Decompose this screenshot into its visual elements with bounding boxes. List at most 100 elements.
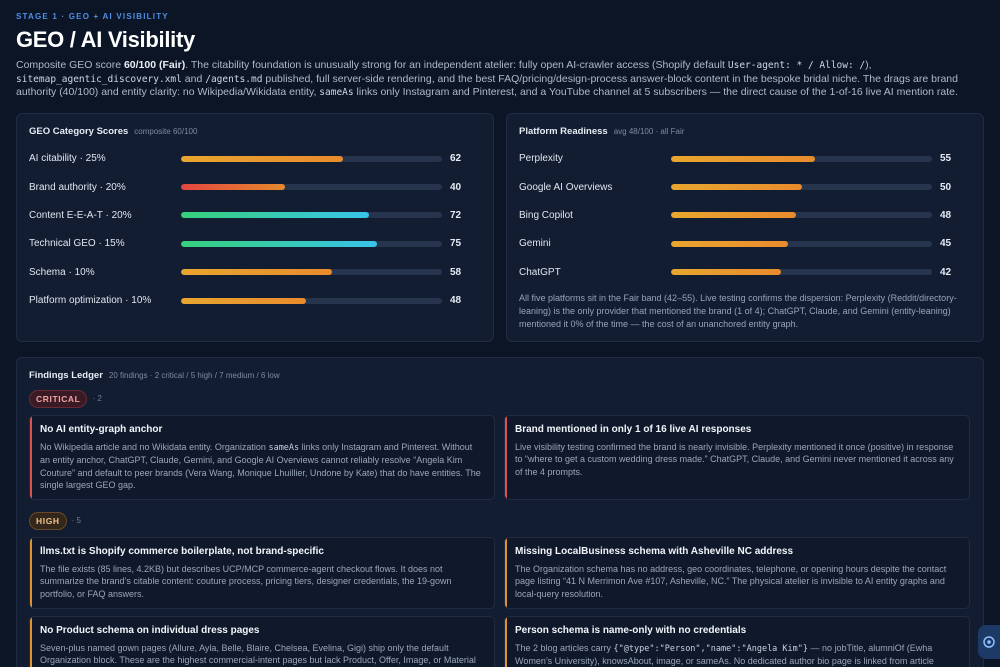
severity-badge-critical[interactable]: CRITICAL: [29, 389, 88, 408]
platform-bar-row: Bing Copilot 48: [519, 201, 971, 229]
score-bar-row: AI citability · 25% 62: [29, 145, 481, 173]
platform-readiness-card: Platform Readiness avg 48/100 · all Fair…: [506, 112, 984, 342]
score-bar-label: Technical GEO · 15%: [29, 238, 125, 250]
finding-card[interactable]: Missing LocalBusiness schema with Ashevi…: [504, 536, 970, 609]
finding-card[interactable]: llms.txt is Shopify commerce boilerplate…: [29, 536, 495, 609]
assistant-icon: [983, 636, 995, 648]
score-bar-fill: [181, 297, 307, 304]
platform-bar-label: Google AI Overviews: [519, 181, 613, 193]
code-sitemap: sitemap_agentic_discovery.xml: [16, 73, 182, 85]
findings-ledger-card: Findings Ledger 20 findings · 2 critical…: [16, 356, 984, 667]
platform-bar-list: Perplexity 55 Google AI Overviews 50 Bing Co…: [519, 145, 971, 287]
score-bar-row: Schema · 10% 58: [29, 258, 481, 286]
score-bar-row: Content E-E-A-T · 20% 72: [29, 201, 481, 229]
score-bar-value: 75: [450, 238, 462, 250]
platform-bar-value: 42: [940, 266, 952, 278]
card-title: Findings Ledger: [29, 369, 103, 381]
score-bar-track: [181, 212, 442, 219]
platform-bar-label: Perplexity: [519, 153, 563, 165]
score-bar-row: Brand authority · 20% 40: [29, 173, 481, 201]
score-bar-value: 72: [450, 209, 462, 221]
card-title: GEO Category Scores: [29, 125, 129, 137]
severity-group-high: HIGH · 5: [29, 511, 971, 530]
composite-score: 60/100 (Fair): [123, 59, 186, 71]
card-title: Platform Readiness: [519, 125, 608, 137]
finding-card[interactable]: No AI entity-graph anchor No Wikipedia a…: [29, 414, 495, 500]
score-bar-track: [181, 269, 442, 276]
score-bar-fill: [181, 269, 333, 276]
score-bar-track: [181, 240, 442, 247]
platform-bar-row: Google AI Overviews 50: [519, 173, 971, 201]
score-bar-list: AI citability · 25% 62 Brand authority · 2…: [29, 145, 481, 315]
severity-count: · 2: [92, 394, 102, 403]
code-agents-md: /agents.md: [205, 73, 263, 85]
platform-bar-track: [671, 184, 932, 191]
platform-bar-row: Perplexity 55: [519, 145, 971, 173]
score-bar-fill: [181, 212, 369, 219]
platform-bar-fill: [671, 269, 781, 276]
score-bar-label: Platform optimization · 10%: [29, 295, 152, 307]
platform-bar-fill: [671, 240, 789, 247]
intro-text: . The citability foundation is unusually…: [185, 59, 728, 71]
platform-bar-fill: [671, 155, 815, 162]
score-bar-track: [181, 155, 442, 162]
platform-bar-label: Bing Copilot: [519, 209, 573, 221]
platform-bar-label: Gemini: [519, 238, 551, 250]
score-bar-value: 48: [450, 295, 462, 307]
finding-code: sameAs: [268, 442, 300, 453]
finding-text: Live visibility testing confirmed the br…: [515, 441, 954, 477]
page-title: GEO / AI Visibility: [16, 27, 195, 52]
score-bar-row: Technical GEO · 15% 75: [29, 230, 481, 258]
finding-text: links only Instagram and Pinterest. With…: [40, 441, 481, 491]
score-bar-label: Content E-E-A-T · 20%: [29, 209, 132, 221]
score-bar-row: Platform optimization · 10% 48: [29, 286, 481, 314]
finding-text: The 2 blog articles carry: [515, 642, 614, 653]
score-bar-fill: [181, 184, 286, 191]
severity-badge-high[interactable]: HIGH: [29, 511, 67, 530]
platform-bar-track: [671, 269, 932, 276]
score-bar-track: [181, 184, 442, 191]
finding-title: No AI entity-graph anchor: [40, 423, 163, 435]
platform-bar-value: 45: [940, 238, 952, 250]
intro-text: ),: [865, 59, 872, 71]
severity-count: · 5: [71, 516, 81, 526]
finding-body: Live visibility testing confirmed the br…: [515, 441, 959, 479]
card-subtitle: composite 60/100: [134, 126, 198, 136]
platform-bar-value: 48: [940, 209, 952, 221]
finding-title: Missing LocalBusiness schema with Ashevi…: [515, 545, 794, 557]
platform-bar-track: [671, 212, 932, 219]
critical-findings: No AI entity-graph anchor No Wikipedia a…: [29, 414, 971, 500]
intro-text: links only Instagram and Pinterest, and …: [353, 86, 958, 98]
finding-body: The 2 blog articles carry {"@type":"Pers…: [515, 642, 959, 667]
finding-title: No Product schema on individual dress pa…: [40, 624, 260, 636]
score-bar-label: Brand authority · 20%: [29, 181, 126, 193]
finding-card[interactable]: Person schema is name-only with no crede…: [504, 615, 970, 667]
assistant-launcher-button[interactable]: [978, 625, 1000, 659]
finding-body: The Organization schema has no address, …: [515, 563, 947, 600]
score-bar-value: 40: [450, 181, 462, 193]
platform-bar-fill: [671, 212, 797, 219]
platform-bar-value: 55: [940, 153, 952, 165]
platform-bar-fill: [671, 184, 802, 191]
finding-card[interactable]: Brand mentioned in only 1 of 16 live AI …: [504, 414, 970, 500]
high-findings-row-1: llms.txt is Shopify commerce boilerplate…: [29, 536, 971, 609]
score-bar-fill: [181, 155, 343, 162]
score-bar-value: 58: [450, 266, 462, 278]
score-bar-track: [181, 297, 442, 304]
finding-title: Person schema is name-only with no crede…: [515, 624, 747, 636]
platform-bar-value: 50: [940, 181, 952, 193]
platform-bar-row: ChatGPT 42: [519, 258, 971, 286]
finding-title: llms.txt is Shopify commerce boilerplate…: [40, 545, 324, 557]
intro-text: published, full server-side rendering, a…: [16, 72, 958, 99]
finding-card[interactable]: No Product schema on individual dress pa…: [29, 615, 495, 667]
finding-code: {"@type":"Person","name":"Angela Kim"}: [613, 643, 809, 654]
card-subtitle: 20 findings · 2 critical / 5 high / 7 me…: [108, 370, 280, 380]
card-subtitle: avg 48/100 · all Fair: [613, 126, 685, 136]
score-bar-value: 62: [450, 153, 462, 165]
stage-label: STAGE 1 · GEO + AI VISIBILITY: [16, 12, 169, 21]
platform-bar-track: [671, 240, 932, 247]
finding-body: Seven-plus named gown pages (Allure, Ayl…: [40, 642, 476, 666]
platform-bar-track: [671, 155, 932, 162]
score-bar-fill: [181, 240, 377, 247]
score-bar-label: Schema · 10%: [29, 266, 95, 278]
